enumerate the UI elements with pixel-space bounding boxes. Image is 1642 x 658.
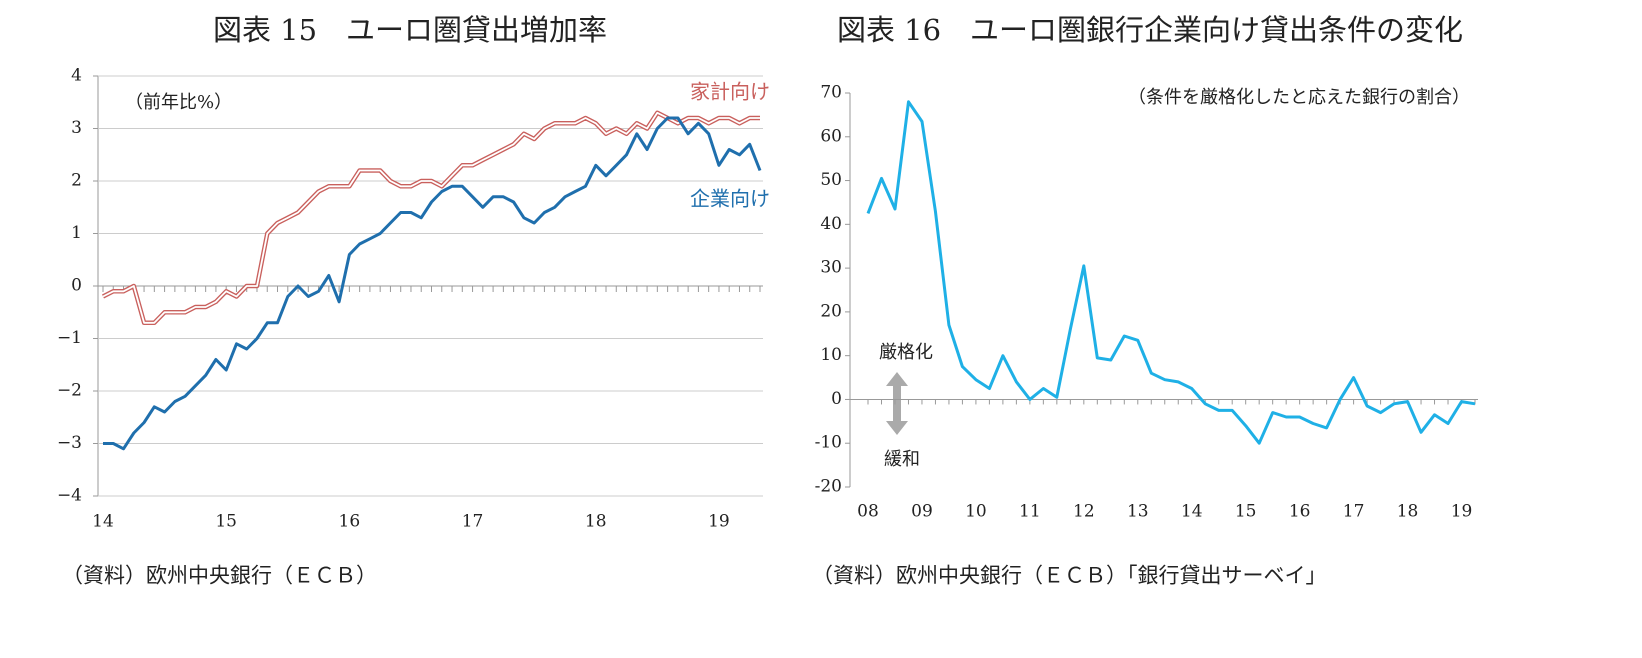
x-tick-label: 12 bbox=[1073, 502, 1095, 522]
x-tick-label: 08 bbox=[857, 502, 879, 522]
x-tick-label: 14 bbox=[1181, 502, 1203, 522]
chart-title: 図表 16 ユーロ圏銀行企業向け貸出条件の変化 bbox=[837, 13, 1463, 47]
series-line bbox=[103, 116, 762, 451]
y-tick-label: 50 bbox=[820, 170, 842, 190]
y-tick-label: 70 bbox=[820, 83, 842, 103]
series-line bbox=[866, 100, 1476, 445]
x-tick-label: 15 bbox=[215, 512, 237, 532]
x-tick-label: 11 bbox=[1019, 502, 1041, 522]
x-tick-label: 18 bbox=[585, 512, 607, 532]
y-tick-label: 4 bbox=[71, 66, 82, 86]
series-line-inner bbox=[102, 111, 760, 324]
y-tick-label: −3 bbox=[57, 433, 82, 453]
x-tick-label: 19 bbox=[708, 512, 730, 532]
x-tick-label: 13 bbox=[1127, 502, 1149, 522]
y-tick-label: 20 bbox=[820, 301, 842, 321]
x-tick-label: 19 bbox=[1451, 502, 1473, 522]
x-tick-label: 17 bbox=[462, 512, 484, 532]
y-tick-label: 1 bbox=[71, 223, 82, 243]
y-tick-label: −4 bbox=[57, 486, 82, 506]
y-tick-label: 10 bbox=[820, 345, 842, 365]
y-tick-label: 30 bbox=[820, 258, 842, 278]
annotation: 緩和 bbox=[884, 449, 920, 470]
y-tick-label: 40 bbox=[820, 214, 842, 234]
x-tick-label: 16 bbox=[339, 512, 361, 532]
chart-title: 図表 15 ユーロ圏貸出増加率 bbox=[213, 13, 607, 47]
series-label: 企業向け bbox=[690, 187, 770, 211]
y-tick-label: -10 bbox=[815, 433, 842, 453]
annotation: 厳格化 bbox=[879, 342, 933, 363]
annotation: （前年比%） bbox=[125, 92, 232, 113]
x-tick-label: 14 bbox=[92, 512, 114, 532]
arrow bbox=[886, 372, 908, 435]
x-tick-label: 17 bbox=[1343, 502, 1365, 522]
series-label: 家計向け bbox=[690, 80, 770, 104]
y-tick-label: -20 bbox=[815, 477, 842, 497]
x-tick-label: 09 bbox=[911, 502, 933, 522]
annotation: （条件を厳格化したと応えた銀行の割合） bbox=[1128, 87, 1470, 108]
x-tick-label: 18 bbox=[1397, 502, 1419, 522]
source-note: （資料）欧州中央銀行（ＥＣＢ） bbox=[62, 564, 377, 588]
x-tick-label: 10 bbox=[965, 502, 987, 522]
y-tick-label: 2 bbox=[71, 171, 82, 191]
x-tick-label: 15 bbox=[1235, 502, 1257, 522]
x-tick-label: 16 bbox=[1289, 502, 1311, 522]
source-note: （資料）欧州中央銀行（ＥＣＢ）「銀行貸出サーベイ」 bbox=[812, 564, 1327, 588]
y-tick-label: 0 bbox=[831, 389, 842, 409]
y-tick-label: −2 bbox=[57, 381, 82, 401]
y-tick-label: 60 bbox=[820, 126, 842, 146]
y-tick-label: 0 bbox=[71, 276, 82, 296]
y-tick-label: −1 bbox=[57, 328, 82, 348]
y-tick-label: 3 bbox=[71, 118, 82, 138]
